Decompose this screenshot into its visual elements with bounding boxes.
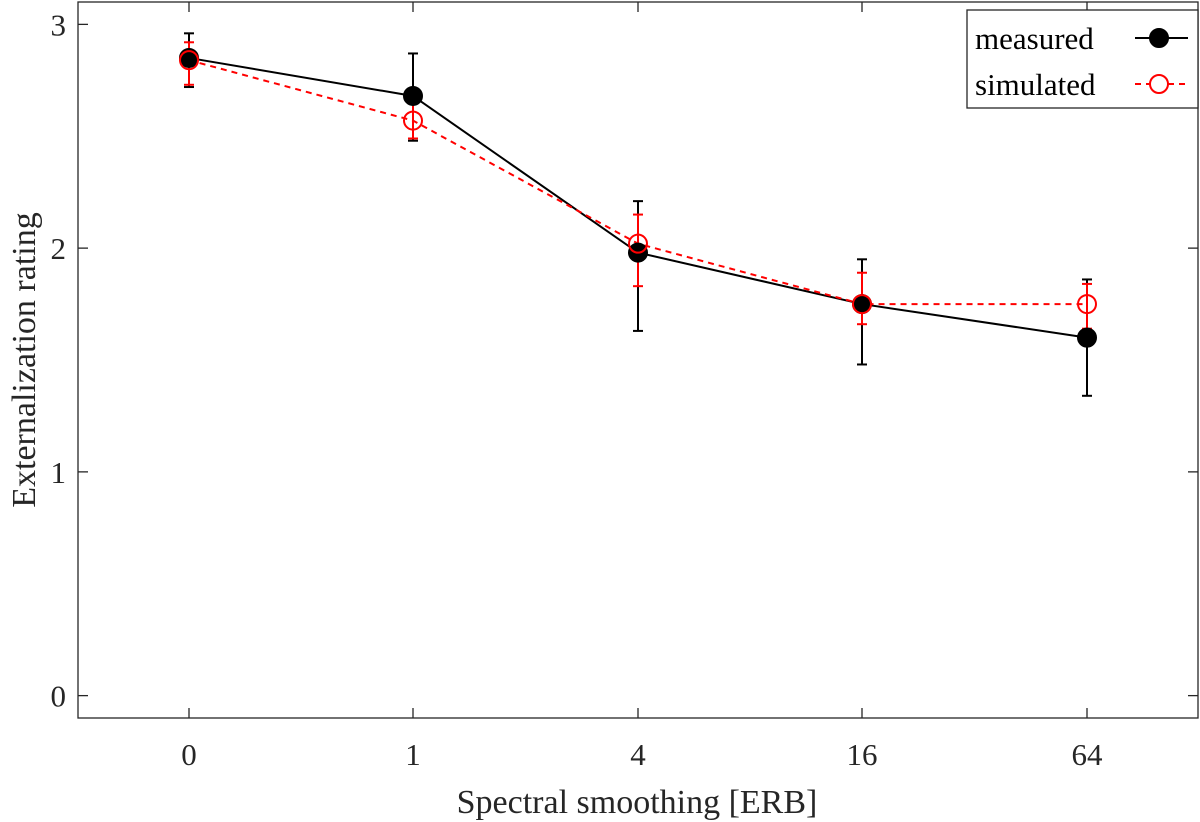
series-markers: [179, 47, 1097, 348]
axis-tick-labels: 0 1 2 3 0 1 4 16 64: [51, 7, 1104, 772]
y-axis-label: Externalization rating: [6, 212, 43, 508]
data-point-simulated-0: [179, 50, 199, 71]
y-tick-label-1: 1: [51, 455, 67, 490]
x-tick-label-4: 64: [1072, 737, 1104, 772]
data-point-measured-4: [1077, 327, 1097, 348]
data-point-simulated-1: [403, 110, 423, 131]
legend-marker-simulated: [1149, 74, 1169, 94]
data-point-simulated-4: [1077, 294, 1097, 315]
y-tick-label-0: 0: [51, 679, 67, 714]
x-tick-label-2: 4: [630, 737, 646, 772]
legend-label-measured: measured: [975, 21, 1094, 56]
y-tick-label-3: 3: [51, 7, 67, 42]
x-tick-label-3: 16: [847, 737, 878, 772]
legend: measured simulated: [966, 9, 1199, 109]
legend-marker-measured: [1149, 28, 1169, 48]
error-bars: [184, 32, 1092, 397]
plot-area: [77, 1, 1199, 719]
x-tick-label-0: 0: [181, 737, 197, 772]
axis-ticks: [78, 2, 1198, 718]
axes-frame: [77, 1, 1199, 719]
data-point-measured-1: [403, 85, 423, 106]
x-tick-label-1: 1: [405, 737, 421, 772]
x-axis-label: Spectral smoothing [ERB]: [457, 784, 818, 821]
data-point-simulated-3: [852, 294, 872, 315]
legend-label-simulated: simulated: [975, 67, 1096, 102]
data-point-simulated-2: [628, 233, 648, 254]
y-tick-label-2: 2: [51, 231, 67, 266]
